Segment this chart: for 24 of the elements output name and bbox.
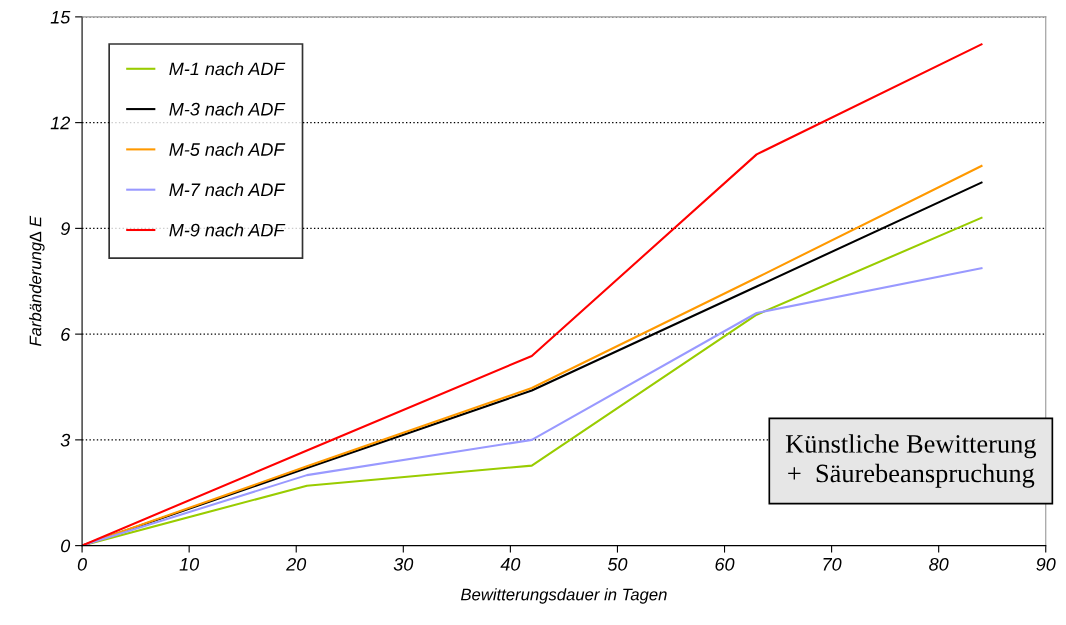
x-axis-title: Bewitterungsdauer in Tagen [460,588,667,604]
legend-label: M-7 nach ADF [169,182,286,197]
y-tick-label: 6 [61,328,71,341]
x-tick-label: 80 [929,557,949,571]
legend-label: M-9 nach ADF [169,223,286,237]
annotation: Künstliche Bewitterung + Säurebeanspruchung [785,434,1037,488]
x-tick-label: 50 [607,557,628,571]
y-tick-label: 15 [50,11,71,24]
y-tick-label: 3 [60,433,71,447]
y-tick-label: 12 [50,116,71,130]
x-tick-label: 60 [715,557,735,571]
x-tick-label: 90 [1036,557,1056,571]
legend-label: M-3 nach ADF [169,102,286,116]
x-tick-label: 20 [286,557,307,571]
legend-label: M-5 nach ADF [169,142,286,156]
x-tick-label: 70 [823,557,842,571]
y-axis-title: Farbänderung∆ E [29,215,45,347]
y-tick-label: 9 [60,222,70,236]
x-tick-label: 0 [77,557,87,571]
x-tick-label: 10 [179,557,200,571]
x-tick-label: 30 [393,557,414,571]
y-tick-label: 0 [61,539,71,553]
legend-label: M-1 nach ADF [169,62,286,76]
x-tick-label: 40 [500,557,521,571]
